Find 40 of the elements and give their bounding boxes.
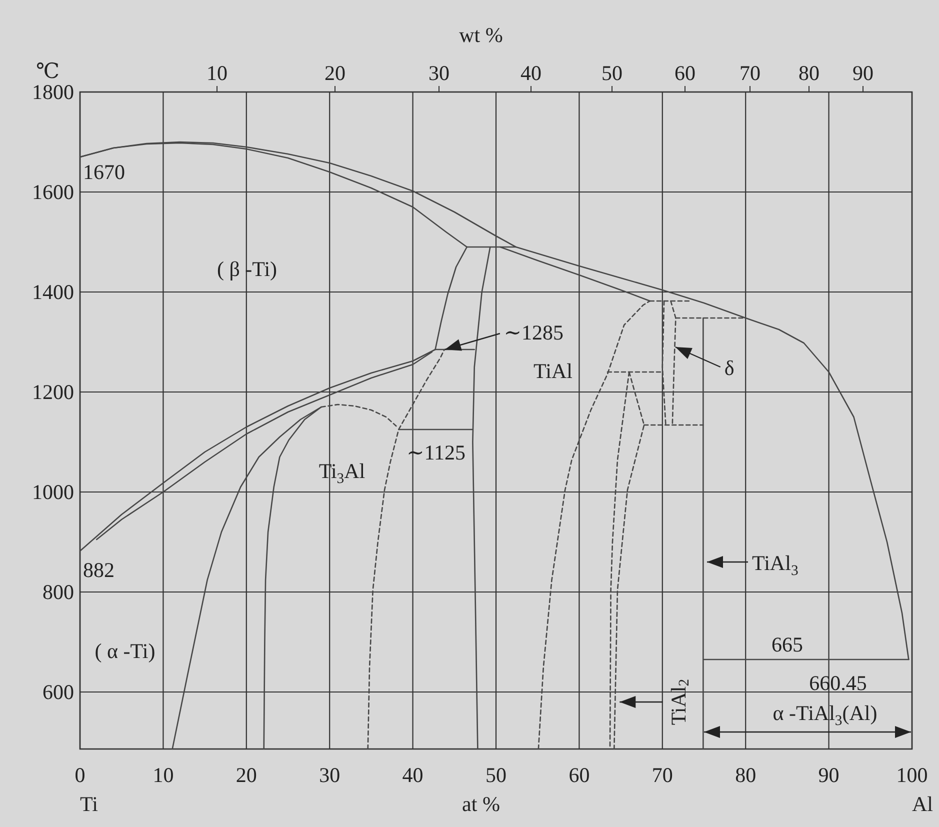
text: 30 [428, 61, 450, 85]
x-axis-title: at % [462, 792, 500, 816]
x-tick-label: 50 [486, 763, 506, 787]
x-tick-label: 0 [74, 763, 86, 787]
annotation: ∼1285 [504, 320, 564, 344]
y-tick-label: 1600 [32, 180, 74, 204]
y-tick-label: 600 [42, 680, 74, 704]
annotation: 1670 [83, 160, 125, 184]
x-tick-label: 10 [152, 763, 174, 787]
x-tick-label: 70 [652, 763, 673, 787]
annotation: 665 [771, 632, 803, 656]
annotation: 882 [83, 558, 114, 582]
text: 50 [602, 61, 622, 85]
x2-axis-title: wt % [459, 23, 503, 47]
x-tick-label: 90 [818, 763, 840, 787]
text: 10 [206, 61, 228, 85]
y-tick-label: 1000 [32, 480, 74, 504]
text: 20 [324, 61, 346, 85]
text: 60 [674, 61, 696, 85]
x-tick-label: 40 [402, 763, 424, 787]
text: Al [912, 792, 934, 816]
annotation: TiAl [534, 359, 573, 383]
y-tick-label: 1800 [32, 80, 74, 104]
text: 90 [852, 61, 874, 85]
text: 40 [520, 61, 542, 85]
y-tick-label: 1200 [32, 380, 74, 404]
x-tick-label: 20 [236, 763, 257, 787]
text: 80 [798, 61, 820, 85]
annotation: TiAl$_{3}$ [752, 551, 798, 578]
y-tick-label: 800 [42, 580, 74, 604]
y-axis-title: ℃ [36, 59, 60, 83]
x-tick-label: 30 [319, 763, 340, 787]
y-tick-label: 1400 [32, 280, 74, 304]
text: Ti [80, 792, 98, 816]
text: 70 [740, 61, 760, 85]
annotation: δ [724, 356, 734, 380]
x-tick-label: 80 [735, 763, 756, 787]
x-tick-label: 60 [568, 763, 590, 787]
x-tick-label: 100 [896, 763, 928, 787]
annotation: ( α -Ti) [94, 639, 156, 663]
